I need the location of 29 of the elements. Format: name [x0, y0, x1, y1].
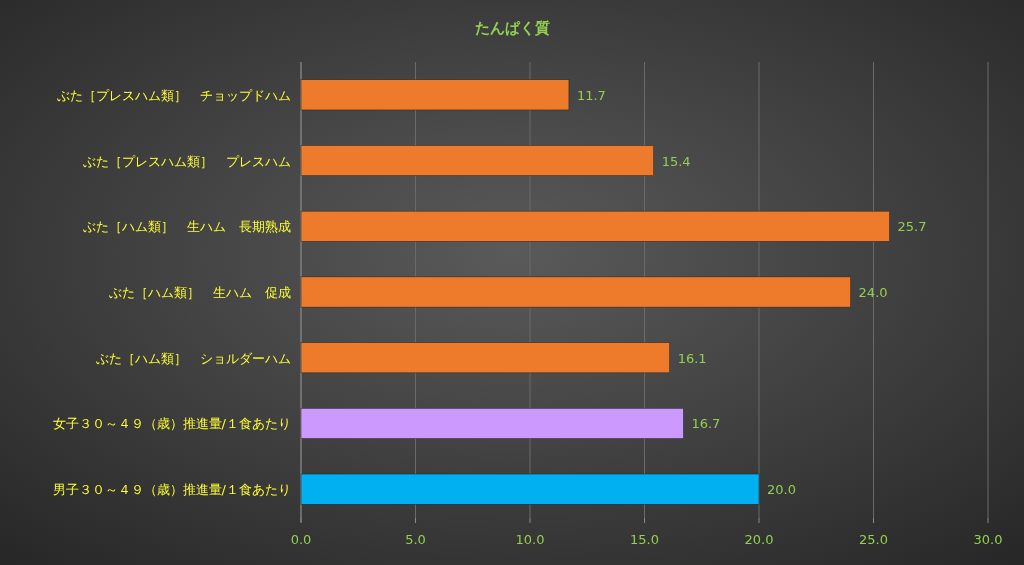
data-label: 20.0 [767, 482, 796, 498]
y-tick-label: 男子３０～４９（歳）推進量/１食あたり [52, 482, 291, 498]
bar [300, 276, 851, 308]
y-tick-label: ぶた［ハム類］ 生ハム 促成 [109, 285, 291, 300]
x-tick-label: 25.0 [859, 532, 888, 547]
x-tick-label: 30.0 [973, 532, 1003, 547]
bar [300, 79, 570, 111]
data-label: 15.4 [661, 153, 691, 169]
data-label: 24.0 [858, 285, 888, 300]
data-label: 16.7 [691, 416, 721, 432]
chart-title: たんぱく質 [474, 19, 550, 37]
x-tick-label: 10.0 [515, 532, 545, 547]
bar [300, 342, 670, 374]
data-label: 11.7 [576, 87, 606, 103]
bar [300, 473, 760, 505]
bar [300, 145, 654, 176]
y-tick-label: ぶた［ハム類］ 生ハム 長期熟成 [83, 219, 291, 235]
x-tick-label: 15.0 [630, 532, 659, 547]
x-tick-label: 5.0 [405, 532, 426, 547]
data-label: 25.7 [897, 219, 927, 235]
y-tick-label: ぶた［プレスハム類］ チョップドハム [57, 87, 291, 103]
bar [300, 408, 684, 439]
bar [300, 210, 890, 242]
x-tick-label: 20.0 [744, 532, 774, 547]
data-label: 16.1 [677, 350, 707, 366]
x-tick-label: 0.0 [290, 532, 312, 547]
y-tick-label: ぶた［プレスハム類］ プレスハム [83, 153, 291, 169]
y-tick-label: ぶた［ハム類］ ショルダーハム [96, 350, 291, 366]
y-tick-label: 女子３０～４９（歳）推進量/１食あたり [52, 416, 291, 432]
